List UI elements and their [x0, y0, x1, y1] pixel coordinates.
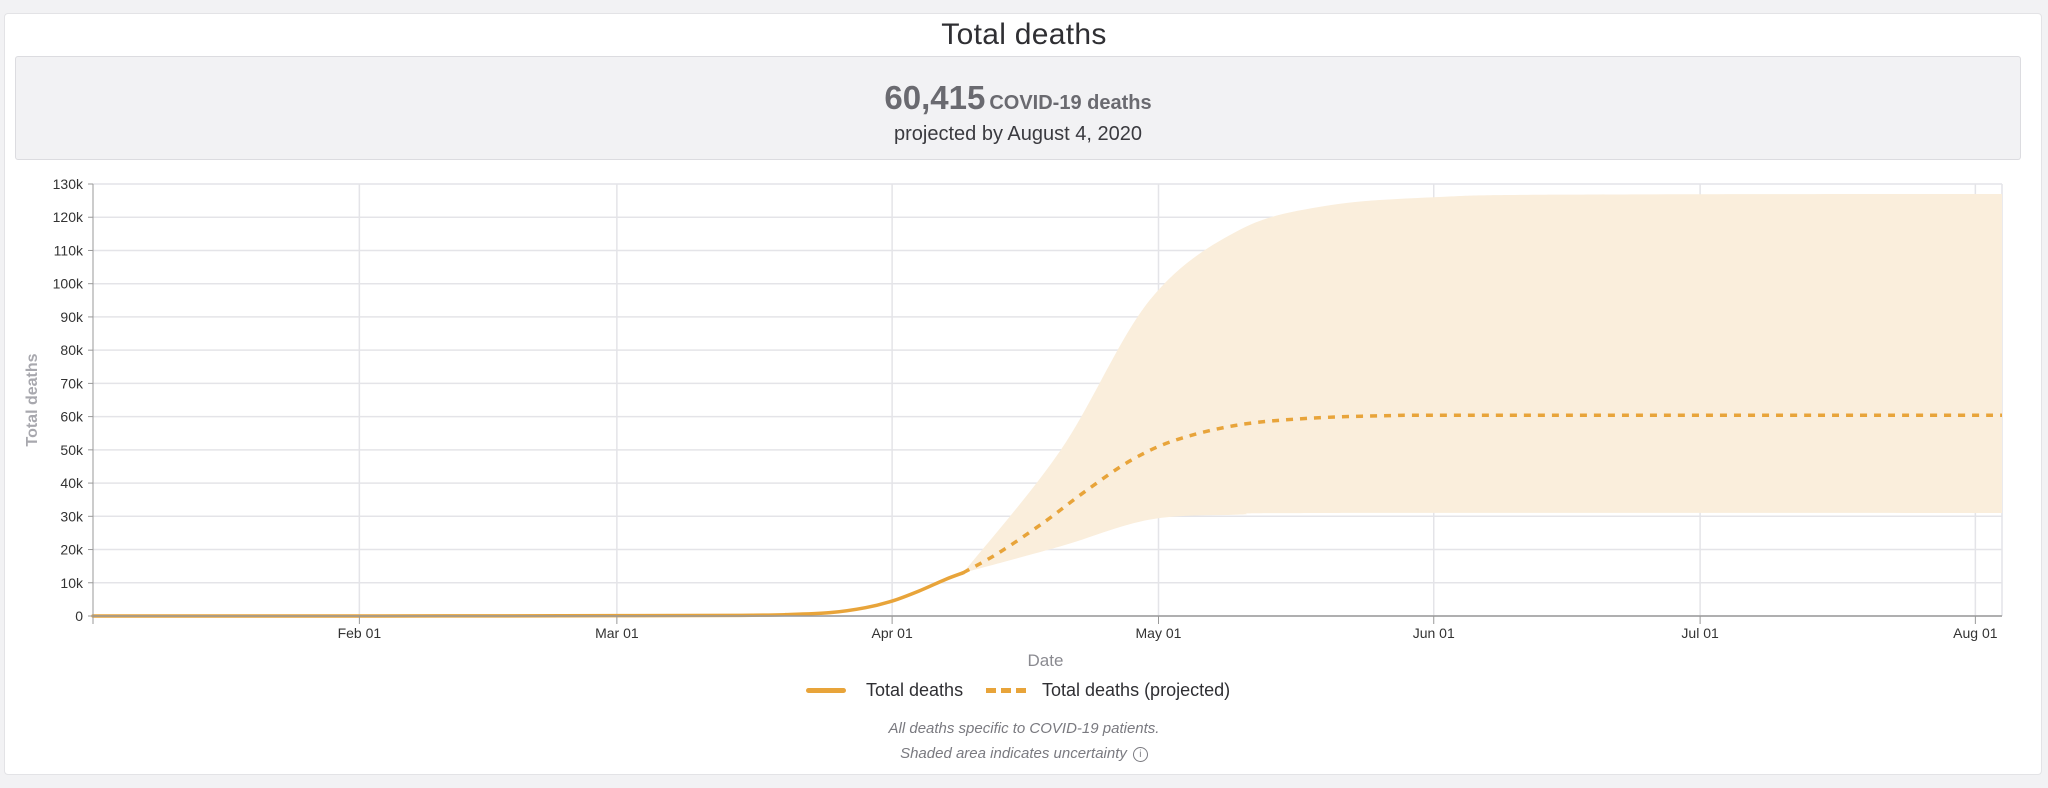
x-axis-title: Date: [1028, 651, 1064, 670]
legend-item-actual[interactable]: Total deaths: [806, 680, 963, 701]
y-tick-label: 10k: [60, 575, 84, 591]
chart-title: Total deaths: [941, 18, 1107, 51]
uncertainty-band-layer: [963, 193, 2002, 573]
y-tick-label: 20k: [60, 542, 84, 558]
y-tick-label: 130k: [53, 176, 84, 192]
info-icon[interactable]: i: [1132, 746, 1148, 762]
y-tick-label: 40k: [60, 475, 84, 491]
y-tick-label: 30k: [60, 508, 84, 524]
series-actual-line: [91, 571, 965, 618]
x-tick-label: Apr 01: [871, 625, 912, 641]
y-tick-label: 50k: [60, 442, 84, 458]
legend-swatch-dashed: [986, 688, 1026, 693]
y-tick-label: 0: [75, 608, 83, 624]
x-tick-label: Aug 01: [1953, 625, 1998, 641]
y-tick-label: 120k: [53, 209, 84, 225]
axes: 0 10k 20k 30k 40k 50k 60k 70k 80k 90k 100k 110k 120k…: [24, 176, 2002, 670]
y-tick-label: 110k: [54, 242, 84, 258]
x-tick-label: Mar 01: [595, 625, 639, 641]
uncertainty-band: [963, 193, 2002, 573]
legend-label-projected: Total deaths (projected): [1042, 680, 1231, 700]
x-tick-label: Feb 01: [338, 625, 382, 641]
x-tick-label: Jun 01: [1413, 625, 1455, 641]
summary-headline: 60,415 COVID-19 deaths: [16, 79, 2020, 117]
projected-total-unit: COVID-19 deaths: [989, 92, 1152, 114]
y-tick-label: 70k: [60, 375, 84, 391]
footnote-deaths: All deaths specific to COVID-19 patients…: [888, 720, 1160, 737]
x-tick-label: Jul 01: [1681, 625, 1719, 641]
chart-legend: Total deaths Total deaths (projected): [0, 680, 2048, 706]
footnote-uncertainty: Shaded area indicates uncertainty i: [0, 745, 2048, 762]
footnote-uncertainty-text: Shaded area indicates uncertainty: [900, 745, 1127, 762]
legend-item-projected[interactable]: Total deaths (projected): [986, 680, 1230, 701]
summary-subtitle: projected by August 4, 2020: [894, 123, 1142, 145]
x-tick-label: May 01: [1136, 625, 1182, 641]
y-tick-label: 60k: [60, 409, 84, 425]
y-tick-label: 100k: [53, 276, 84, 292]
projected-total-value: 60,415: [884, 79, 986, 116]
legend-swatch-solid: [806, 688, 846, 693]
series-projected-line: [962, 413, 2003, 575]
legend-label-actual: Total deaths: [866, 680, 964, 700]
y-axis-title: Total deaths: [24, 353, 41, 446]
y-tick-label: 90k: [60, 309, 84, 325]
y-tick-label: 80k: [60, 342, 84, 358]
summary-box: 60,415 COVID-19 deaths projected by Augus…: [15, 56, 2021, 160]
